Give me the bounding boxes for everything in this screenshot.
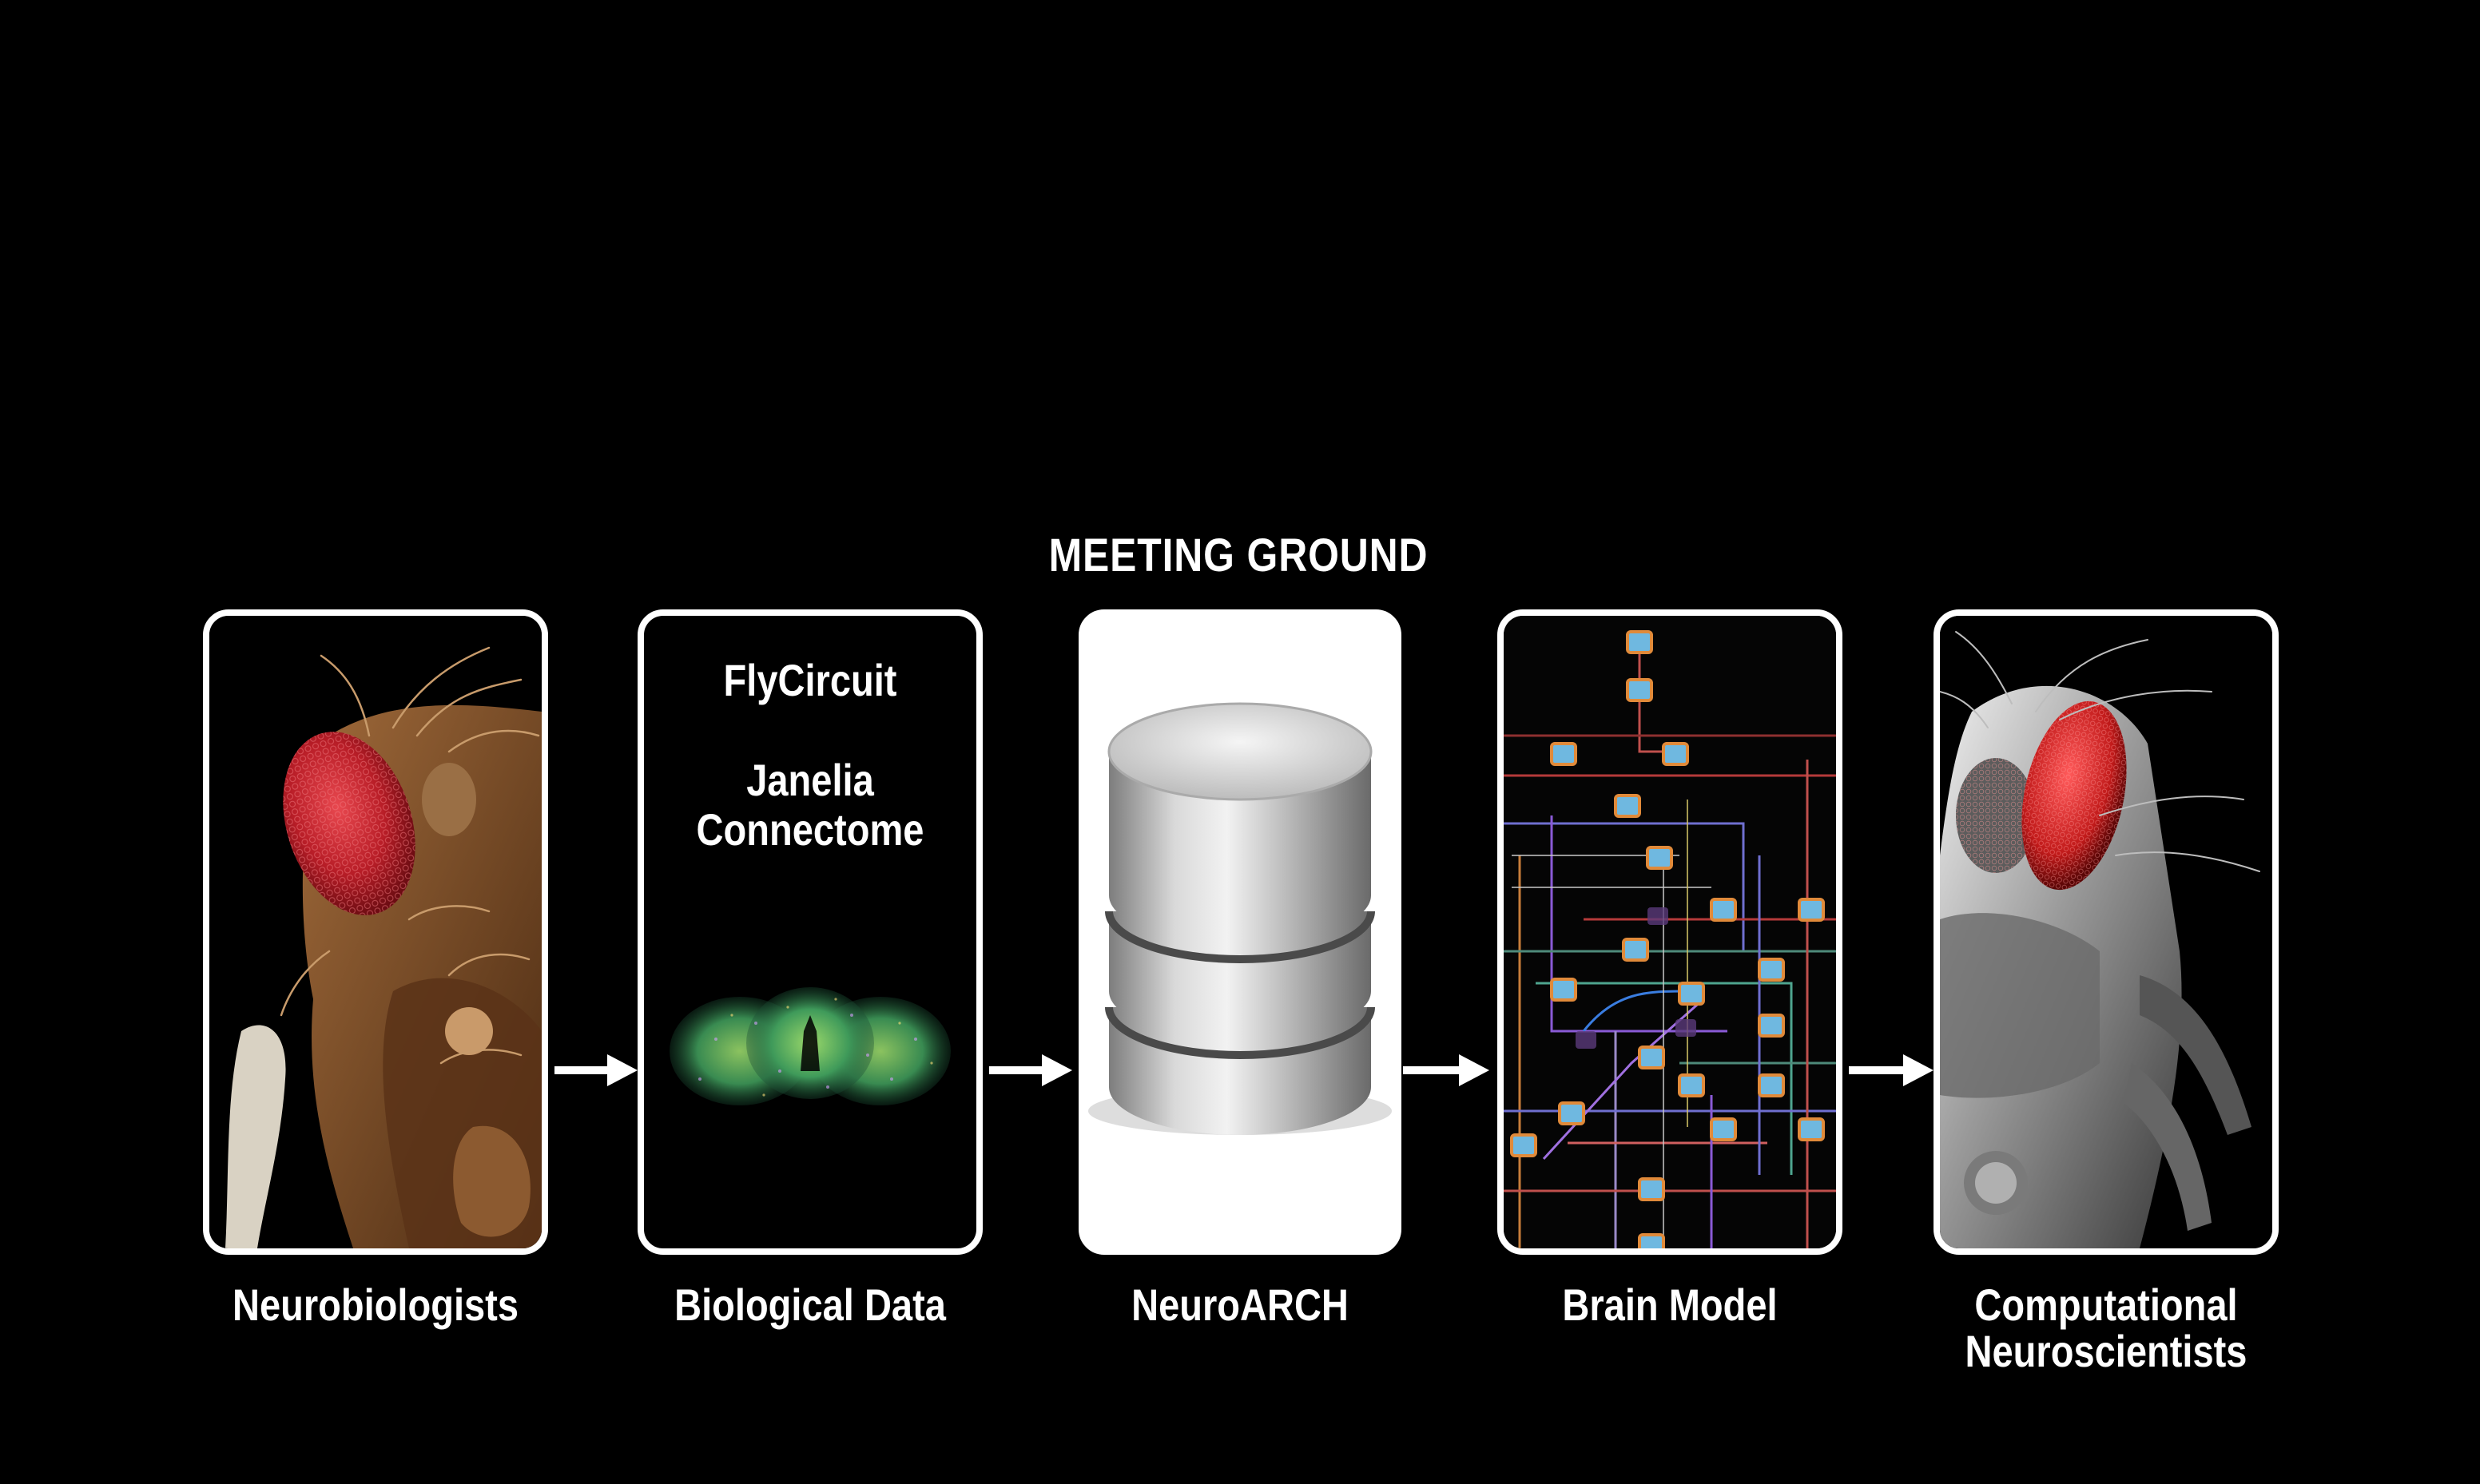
neurobiologists-panel [203, 609, 548, 1255]
fly-head-photo [209, 616, 542, 1248]
robot-fly-image [1940, 616, 2272, 1248]
neuroarch-caption: NeuroARCH [1131, 1280, 1349, 1330]
caption-line: Neuroscientists [1965, 1326, 2248, 1376]
brain-model-panel [1497, 609, 1842, 1255]
computational-neuroscientists-caption: Computational Neuroscientists [1961, 1282, 2251, 1375]
brain-scan-image [670, 987, 951, 1105]
arrow-right-icon [1403, 1054, 1489, 1086]
connectome-label: Connectome [696, 804, 924, 855]
arrow-right-icon [989, 1054, 1072, 1086]
biological-data-caption: Biological Data [674, 1280, 946, 1330]
meeting-ground-heading: MEETING GROUND [1048, 530, 1429, 581]
computational-neuroscientists-panel [1934, 609, 2279, 1255]
neurobiologists-caption: Neurobiologists [232, 1280, 519, 1330]
flycircuit-label: FlyCircuit [723, 655, 897, 705]
arrow-right-icon [1849, 1054, 1934, 1086]
circuit-diagram-image [1504, 616, 1836, 1248]
biological-data-panel: FlyCircuit Janelia Connectome [638, 609, 983, 1255]
arrow-right-icon [554, 1054, 638, 1086]
brain-model-caption: Brain Model [1562, 1280, 1778, 1330]
janelia-label: Janelia [746, 755, 874, 805]
database-icon [1088, 702, 1392, 1135]
caption-line: Computational [1974, 1280, 2238, 1330]
neuroarch-panel [1079, 609, 1401, 1255]
